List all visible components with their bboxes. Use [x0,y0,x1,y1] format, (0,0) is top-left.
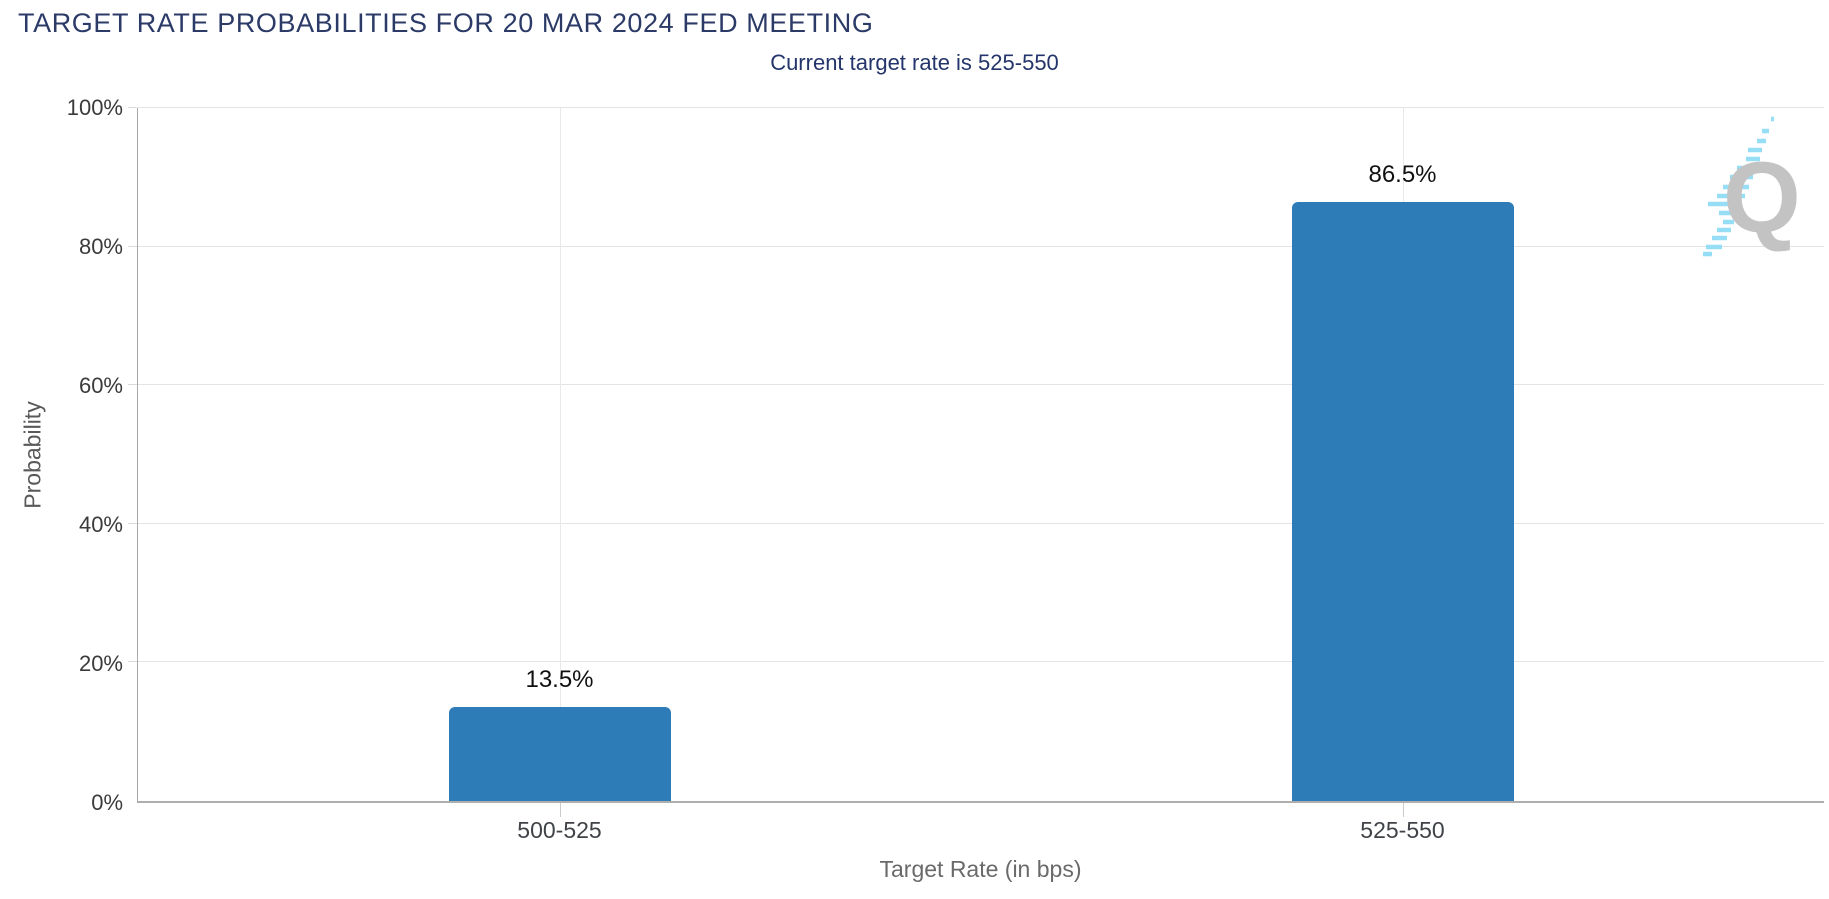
x-axis-title: Target Rate (in bps) [879,856,1082,882]
gridline-y-80 [138,245,1824,247]
x-axis-tickmark [1402,803,1404,817]
x-tick-label: 500-525 [517,817,602,843]
y-tick-label: 80% [78,234,123,259]
speed-stripes-icon [1703,116,1774,257]
gridline-y-60 [138,384,1824,386]
y-tick-label: 40% [78,512,123,537]
y-axis-tickmark [128,245,137,247]
y-axis-tickmark [128,384,137,386]
y-axis-tickmark [128,522,137,524]
q-letter: Q [1723,142,1801,254]
y-axis-labels: 0% 20% 40% 60% 80% 100% [0,95,123,815]
bar-value-label: 86.5% [1368,160,1437,188]
y-axis-tickmark [128,661,137,663]
y-axis-tickmark [128,107,137,108]
chart-subtitle: Current target rate is 525-550 [770,50,1059,75]
x-axis-tickmark [559,803,561,817]
gridline-y-20 [138,661,1824,663]
q-speed-logo: Q [1703,116,1801,257]
x-tick-label: 525-550 [1360,817,1445,843]
bar-500-525[interactable] [448,707,671,801]
chart-title: TARGET RATE PROBABILITIES FOR 20 MAR 202… [18,8,874,38]
plot-area: 13.5% 500-525 86.5% 525-550 [128,107,1824,843]
category-cell-500-525: 13.5% 500-525 [138,108,981,843]
category-cell-525-550: 86.5% 525-550 [981,108,1824,843]
gridline-y-40 [138,522,1824,524]
y-tick-label: 20% [78,651,123,676]
bar-value-label: 13.5% [525,666,594,694]
y-tick-label: 0% [91,790,123,815]
y-tick-label: 100% [66,95,123,120]
gridline-y-100 [138,107,1824,108]
gridline-x [559,108,561,801]
y-tick-label: 60% [78,373,123,398]
bar-525-550[interactable] [1291,201,1514,801]
